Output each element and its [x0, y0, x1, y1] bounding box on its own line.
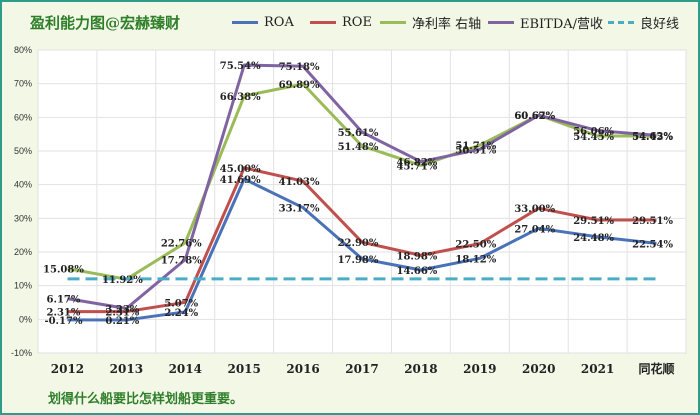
- x-tick-label: 2019: [463, 362, 496, 376]
- x-tick-label: 2013: [110, 362, 143, 376]
- x-tick-label: 2014: [169, 362, 202, 376]
- data-label-roa: 18.12%: [455, 254, 496, 265]
- data-label-ebitda: 75.54%: [220, 61, 261, 72]
- y-tick-label: 60%: [14, 112, 32, 122]
- data-label-roe: 29.51%: [573, 216, 614, 227]
- data-label-net-margin: 54.45%: [632, 132, 673, 143]
- series-line-roe: [67, 166, 657, 314]
- data-label-ebitda: 54.62%: [632, 131, 673, 142]
- data-label-ebitda: 60.62%: [514, 111, 555, 122]
- x-tick-label: 2018: [404, 362, 437, 376]
- legend-item-roa: ROA: [232, 10, 294, 34]
- data-label-roe: 22.90%: [338, 238, 379, 249]
- legend-item-good-line: 良好线: [608, 10, 679, 34]
- data-label-roe: 33.00%: [514, 204, 555, 215]
- x-tick-label: 2020: [522, 362, 555, 376]
- data-label-net-margin: 66.38%: [220, 92, 261, 103]
- data-label-net-margin: 51.48%: [338, 142, 379, 153]
- legend-swatch-roe: [310, 20, 336, 24]
- plot-area: [37, 49, 687, 354]
- data-label-roe: 41.03%: [279, 177, 320, 188]
- data-label-roe: 18.98%: [396, 251, 437, 262]
- data-label-roe: 2.31%: [105, 308, 139, 319]
- data-label-roa: 17.98%: [338, 255, 379, 266]
- data-label-ebitda: 17.78%: [161, 255, 202, 266]
- legend-item-net-margin: 净利率 右轴: [380, 10, 481, 34]
- legend-item-roe: ROE: [310, 10, 372, 34]
- legend-label-ebitda: EBITDA/营收: [520, 16, 604, 32]
- x-tick-label: 2015: [227, 362, 260, 376]
- data-label-roa: 27.04%: [514, 224, 555, 235]
- y-tick-label: 20%: [14, 247, 32, 257]
- data-label-ebitda: 56.06%: [573, 127, 614, 138]
- x-tick-label: 2012: [51, 362, 84, 376]
- data-label-ebitda: 6.17%: [47, 295, 81, 306]
- legend-swatch-net-margin: [380, 20, 406, 24]
- data-label-roa: 14.66%: [396, 266, 437, 277]
- x-tick-label: 2016: [286, 362, 319, 376]
- chart-title: 盈利能力图@宏赫臻财: [30, 14, 181, 32]
- data-label-roa: -0.17%: [44, 316, 83, 327]
- data-label-roa: 22.54%: [632, 239, 673, 250]
- y-tick-label: 40%: [14, 180, 32, 190]
- x-tick-label: 同花顺: [639, 361, 675, 376]
- data-label-net-margin: 54.45%: [573, 132, 614, 143]
- legend-swatch-good-line: [608, 20, 634, 24]
- y-tick-label: 10%: [14, 281, 32, 291]
- legend-label-good-line: 良好线: [640, 16, 680, 32]
- data-label-ebitda: 55.61%: [338, 128, 379, 139]
- data-label-ebitda: 50.51%: [455, 145, 496, 156]
- legend-label-net-margin: 净利率 右轴: [412, 16, 482, 32]
- data-label-net-margin: 11.92%: [102, 275, 143, 286]
- footer-quote: 划得什么船要比怎样划船更重要。: [48, 392, 244, 407]
- data-label-ebitda: 75.18%: [279, 62, 320, 73]
- data-label-roe: 2.31%: [47, 308, 81, 319]
- y-tick-label: 50%: [14, 146, 32, 156]
- data-label-roe: 22.50%: [455, 240, 496, 251]
- data-label-net-margin: 60.67%: [514, 111, 555, 122]
- y-tick-label: 80%: [14, 45, 32, 55]
- data-label-roe: 29.51%: [632, 216, 673, 227]
- data-label-net-margin: 51.71%: [455, 141, 496, 152]
- data-label-net-margin: 45.71%: [396, 161, 437, 172]
- series-line-roa: [67, 177, 657, 322]
- y-tick-label: 0%: [19, 314, 32, 324]
- series-line-net-margin: [67, 82, 657, 281]
- data-label-roa: 24.48%: [573, 233, 614, 244]
- data-label-ebitda: 3.23%: [105, 304, 139, 315]
- data-label-roe: 45.00%: [220, 164, 261, 175]
- y-tick-label: 70%: [14, 79, 32, 89]
- legend-label-roa: ROA: [264, 14, 294, 30]
- legend-label-roe: ROE: [342, 14, 372, 30]
- x-tick-label: 2021: [581, 362, 614, 376]
- data-label-net-margin: 69.89%: [279, 80, 320, 91]
- y-tick-label: 30%: [14, 213, 32, 223]
- data-label-net-margin: 22.76%: [161, 239, 202, 250]
- data-label-roa: 33.17%: [279, 204, 320, 215]
- data-label-net-margin: 15.08%: [43, 265, 84, 276]
- data-label-roa: 41.69%: [220, 175, 261, 186]
- data-label-roe: 5.07%: [164, 298, 198, 309]
- series-line-ebitda: [67, 63, 657, 310]
- data-label-roa: 0.21%: [105, 316, 139, 327]
- legend-swatch-ebitda: [488, 20, 514, 24]
- legend-item-ebitda: EBITDA/营收: [488, 10, 603, 34]
- data-label-ebitda: 46.82%: [396, 158, 437, 169]
- y-tick-label: -10%: [11, 348, 32, 358]
- x-tick-label: 2017: [345, 362, 378, 376]
- legend-swatch-roa: [232, 20, 258, 24]
- data-label-roa: 2.24%: [164, 308, 198, 319]
